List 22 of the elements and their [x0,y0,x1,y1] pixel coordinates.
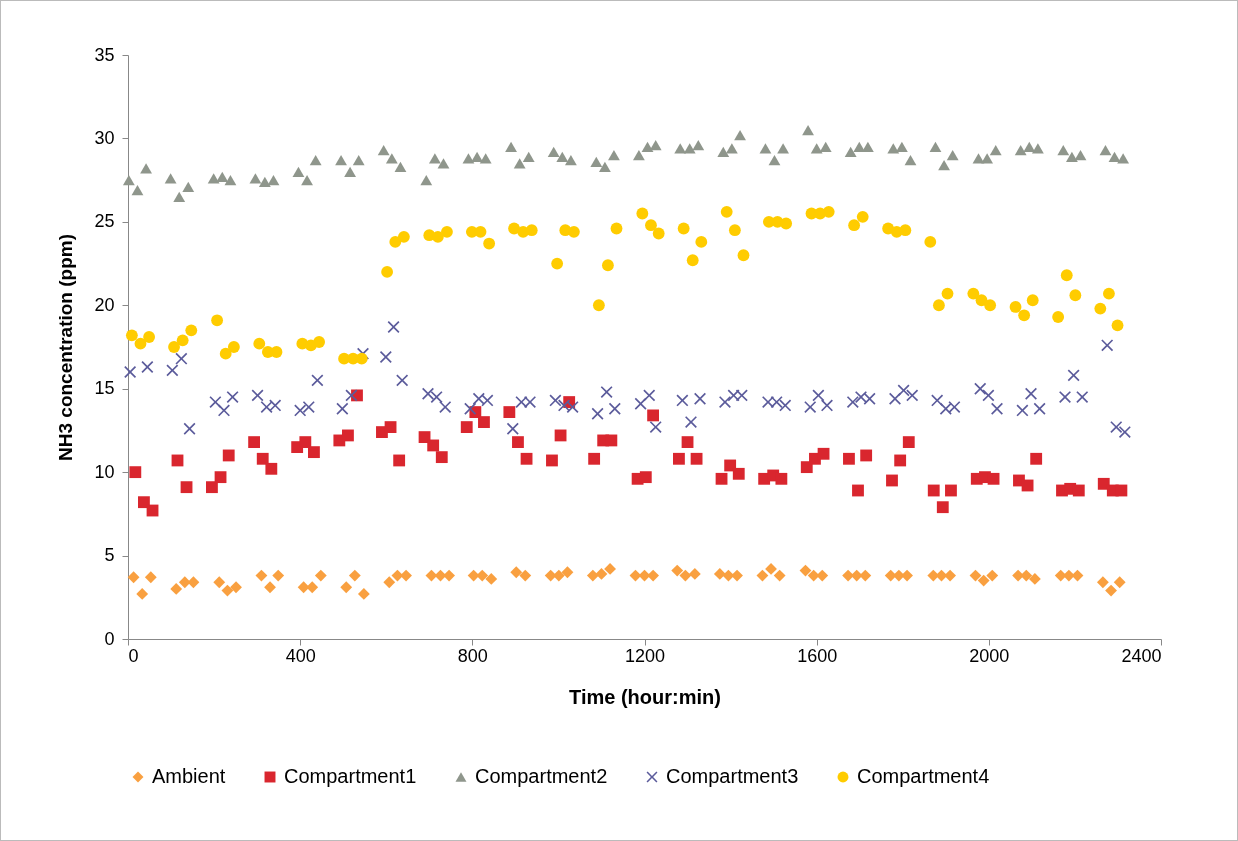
y-tick-label: 15 [94,378,115,399]
y-axis-title: NH3 concentration (ppm) [55,234,77,461]
y-tick-label: 20 [94,294,115,315]
y-tick-label: 35 [94,44,115,65]
legend-label: Compartment2 [475,765,608,787]
y-tick-label: 0 [104,628,115,649]
x-tick-label: 800 [457,645,488,666]
legend-label: Compartment4 [857,765,990,787]
x-tick-label: 2000 [969,645,1010,666]
y-tick-label: 30 [94,127,115,148]
x-tick-label: 2400 [1121,645,1162,666]
x-axis-title: Time (hour:min) [569,685,721,708]
y-tick-label: 5 [104,545,115,566]
x-tick-label: 0 [128,645,139,666]
x-tick-label: 1600 [797,645,838,666]
legend-label: Ambient [152,765,226,787]
y-tick-label: 10 [94,461,115,482]
legend-label: Compartment3 [666,765,799,787]
x-tick-label: 400 [285,645,316,666]
y-tick-label: 25 [94,211,115,232]
x-tick-label: 1200 [624,645,666,666]
legend-label: Compartment1 [284,765,417,787]
